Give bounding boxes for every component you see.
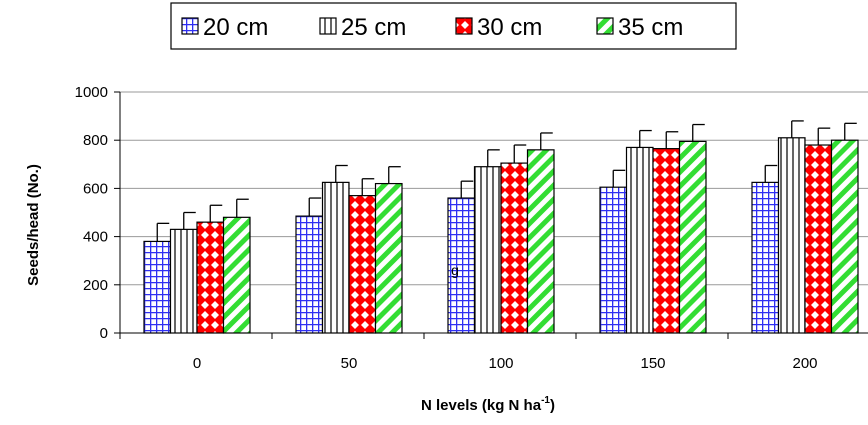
axes: 0 200 400 600 800 1000 0 50 100 150 200: [75, 84, 868, 372]
x-axis-title-main: N levels (kg N ha: [421, 397, 542, 414]
bar: [625, 146, 654, 334]
bar: [804, 144, 833, 334]
legend-swatch: [181, 17, 199, 35]
bar: [777, 137, 806, 334]
bars: g: [143, 120, 859, 334]
y-tick-label: 1000: [75, 84, 108, 101]
x-axis-title: N levels (kg N ha-1): [421, 395, 555, 414]
legend-box: [170, 2, 737, 50]
bar: [348, 195, 377, 334]
legend-label: 35 cm: [618, 14, 683, 41]
y-axis-title: Seeds/head (No.): [25, 164, 42, 286]
bar: [295, 215, 324, 334]
y-tick-label: 400: [83, 229, 108, 246]
legend: 20 cm 25 cm 30 cm 35 cm: [170, 2, 737, 50]
legend-swatch: [455, 17, 473, 35]
y-tick-label: 800: [83, 132, 108, 149]
x-tick-label: 100: [488, 355, 513, 372]
legend-swatch: [319, 17, 337, 35]
bar: [321, 181, 350, 334]
bar: [526, 149, 555, 334]
bar: [473, 166, 502, 334]
bar: [374, 182, 403, 334]
bar: [500, 162, 529, 334]
annotation-label: g: [451, 262, 459, 278]
bar: [751, 181, 780, 334]
bar: [222, 216, 251, 334]
legend-label: 25 cm: [341, 14, 406, 41]
bar: [169, 228, 198, 334]
x-tick-label: 150: [640, 355, 665, 372]
x-tick-label: 0: [193, 355, 201, 372]
bar: [678, 140, 707, 334]
bar: [196, 221, 225, 334]
y-tick-label: 600: [83, 180, 108, 197]
legend-label: 20 cm: [203, 14, 268, 41]
x-tick-label: 50: [341, 355, 358, 372]
legend-label: 30 cm: [477, 14, 542, 41]
x-axis-title-superscript: -1: [541, 395, 550, 406]
bar: [143, 240, 172, 334]
bar: [599, 186, 628, 334]
bar: [830, 139, 859, 334]
x-tick-label: 200: [792, 355, 817, 372]
y-tick-label: 0: [100, 325, 108, 342]
y-tick-label: 200: [83, 277, 108, 294]
legend-swatch: [596, 17, 614, 35]
bar: [652, 148, 681, 334]
x-axis-title-close: ): [550, 397, 555, 414]
